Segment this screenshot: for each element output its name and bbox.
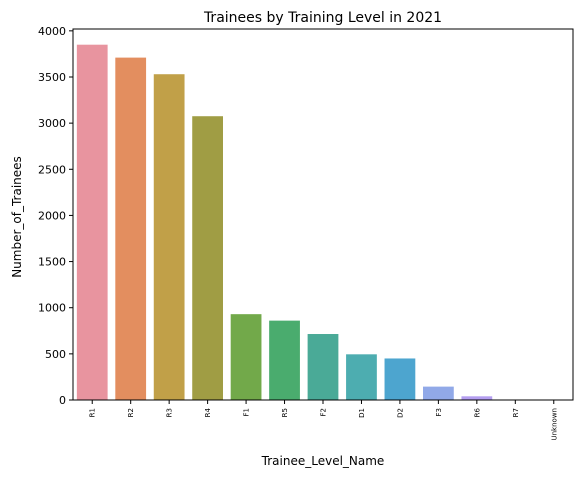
y-tick-label: 1500 — [38, 256, 66, 269]
bar-d2 — [385, 358, 416, 400]
x-axis: R1 R2 R3 R4 F1 R5 F2 D1 D2 F3 R6 R7 Unknown — [89, 400, 559, 441]
bar-f3 — [423, 387, 454, 400]
x-tick-label: R7 — [512, 408, 520, 417]
x-tick-label: R4 — [204, 407, 212, 417]
x-tick-label: R2 — [127, 408, 135, 417]
x-tick-label: D2 — [396, 408, 404, 418]
bars-group — [77, 45, 569, 400]
bar-r2 — [115, 58, 146, 400]
y-tick-label: 4000 — [38, 25, 66, 38]
bar-f1 — [231, 314, 262, 400]
bar-r4 — [192, 116, 223, 400]
chart-title: Trainees by Training Level in 2021 — [203, 10, 442, 26]
bar-d1 — [346, 354, 377, 400]
y-tick-label: 3500 — [38, 71, 66, 84]
y-axis: 0 500 1000 1500 2000 2500 3000 3500 4000 — [38, 25, 73, 407]
x-tick-label: F2 — [320, 408, 328, 416]
y-axis-label: Number_of_Trainees — [10, 156, 24, 278]
y-tick-label: 500 — [45, 348, 66, 361]
x-tick-label: F3 — [435, 408, 443, 416]
x-axis-label: Trainee_Level_Name — [261, 454, 385, 468]
x-tick-label: R6 — [473, 407, 481, 417]
bar-f2 — [308, 334, 339, 400]
x-tick-label: F1 — [243, 408, 251, 416]
bar-r6 — [461, 396, 492, 400]
y-tick-label: 0 — [59, 394, 66, 407]
x-tick-label: R5 — [281, 408, 289, 417]
x-tick-label: D1 — [358, 408, 366, 418]
x-tick-label: Unknown — [550, 408, 558, 441]
x-tick-label: R1 — [89, 408, 97, 417]
bar-r1 — [77, 45, 108, 400]
y-tick-label: 2000 — [38, 209, 66, 222]
y-tick-label: 1000 — [38, 302, 66, 315]
y-tick-label: 3000 — [38, 117, 66, 130]
x-tick-label: R3 — [166, 408, 174, 417]
bar-r5 — [269, 321, 300, 400]
bar-r3 — [154, 74, 185, 400]
y-tick-label: 2500 — [38, 163, 66, 176]
